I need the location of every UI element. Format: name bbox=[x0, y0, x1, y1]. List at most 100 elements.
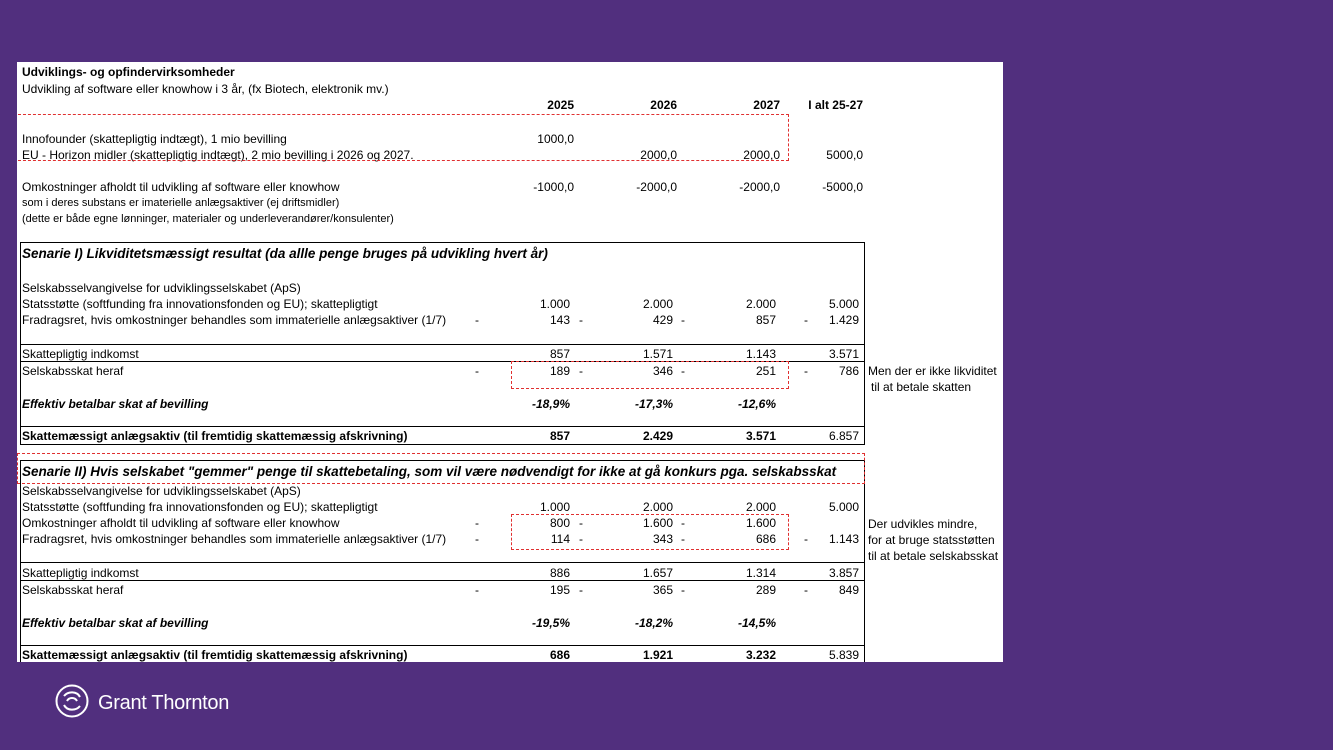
s1-support-label: Statsstøtte (softfunding fra innovations… bbox=[22, 297, 378, 311]
row-divider bbox=[20, 361, 865, 362]
costs-label: Omkostninger afholdt til udvikling af so… bbox=[22, 180, 340, 194]
s2-costs-highlight-box bbox=[511, 514, 789, 550]
brand-name: Grant Thornton bbox=[98, 691, 230, 714]
scenario1-border-left bbox=[20, 242, 21, 445]
year-header-total: I alt 25-27 bbox=[808, 98, 863, 112]
s2-costs-2027: 1.600 bbox=[745, 516, 776, 530]
s2-taxable-label: Skattepligtig indkomst bbox=[22, 566, 139, 580]
s2-title-highlight-box bbox=[17, 453, 865, 484]
eu-2026: 2000,0 bbox=[640, 148, 677, 162]
eu-2027: 2000,0 bbox=[743, 148, 780, 162]
s1-support-2025: 1.000 bbox=[539, 297, 570, 311]
dash-cell: - bbox=[804, 532, 808, 546]
s2-effective-2026: -18,2% bbox=[634, 616, 673, 630]
s2-support-label: Statsstøtte (softfunding fra innovations… bbox=[22, 500, 378, 514]
row-divider bbox=[20, 344, 865, 345]
grant-thornton-logo: Grant Thornton bbox=[55, 684, 230, 720]
s2-corptax-2027: 289 bbox=[755, 583, 776, 597]
s1-side-note-line1: Men der er ikke likviditet bbox=[868, 364, 997, 378]
s2-asset-total: 5.839 bbox=[828, 648, 859, 662]
s1-asset-total: 6.857 bbox=[828, 429, 859, 443]
year-header-2027: 2027 bbox=[753, 98, 780, 112]
spreadsheet-sheet: Udviklings- og opfindervirksomheder Udvi… bbox=[17, 62, 1003, 662]
s2-support-2026: 2.000 bbox=[642, 500, 673, 514]
costs-2026: -2000,0 bbox=[636, 180, 677, 194]
scenario1-border-top bbox=[20, 242, 865, 243]
dash-cell: - bbox=[681, 313, 685, 327]
dash-cell: - bbox=[579, 583, 583, 597]
s2-corptax-label: Selskabsskat heraf bbox=[22, 583, 124, 597]
s1-taxable-total: 3.571 bbox=[828, 347, 859, 361]
s1-corptax-label: Selskabsskat heraf bbox=[22, 364, 124, 378]
dash-cell: - bbox=[804, 364, 808, 378]
s1-deduction-2027: 857 bbox=[755, 313, 776, 327]
s1-deduction-label: Fradragsret, hvis omkostninger behandles… bbox=[22, 313, 447, 327]
s2-side-note-line3: til at betale selskabsskat bbox=[868, 549, 999, 563]
s2-side-note-line1: Der udvikles mindre, bbox=[868, 517, 978, 531]
s2-asset-2027: 3.232 bbox=[745, 648, 776, 662]
s2-asset-label: Skattemæssigt anlægsaktiv (til fremtidig… bbox=[22, 648, 408, 662]
s2-taxable-total: 3.857 bbox=[828, 566, 859, 580]
dash-cell: - bbox=[579, 364, 583, 378]
scenario2-border-top bbox=[20, 460, 865, 461]
costs-note-2: (dette er både egne lønninger, materiale… bbox=[22, 213, 394, 225]
s2-support-2025: 1.000 bbox=[539, 500, 570, 514]
dash-cell: - bbox=[579, 532, 583, 546]
scenario2-title: Senarie II) Hvis selskabet "gemmer" peng… bbox=[22, 464, 837, 479]
s1-asset-label: Skattemæssigt anlægsaktiv (til fremtidig… bbox=[22, 429, 408, 443]
s2-taxable-2027: 1.314 bbox=[745, 566, 776, 580]
costs-total: -5000,0 bbox=[822, 180, 863, 194]
row-divider bbox=[20, 645, 865, 646]
s2-deduction-2027: 686 bbox=[755, 532, 776, 546]
s2-support-2027: 2.000 bbox=[745, 500, 776, 514]
costs-note-1: som i deres substans er imaterielle anlæ… bbox=[22, 197, 340, 209]
costs-2027: -2000,0 bbox=[739, 180, 780, 194]
dash-cell: - bbox=[804, 313, 808, 327]
innofounder-2025: 1000,0 bbox=[537, 132, 574, 146]
s1-asset-2025: 857 bbox=[549, 429, 570, 443]
dash-cell: - bbox=[475, 532, 479, 546]
row-divider bbox=[20, 562, 865, 563]
s1-side-note-line2: til at betale skatten bbox=[871, 380, 972, 394]
s2-corptax-2025: 195 bbox=[549, 583, 570, 597]
s1-taxable-label: Skattepligtig indkomst bbox=[22, 347, 139, 361]
s1-deduction-2026: 429 bbox=[652, 313, 673, 327]
s2-effective-2025: -19,5% bbox=[531, 616, 570, 630]
row-divider bbox=[20, 426, 865, 427]
eu-label: EU - Horizon midler (skattepligtig indtæ… bbox=[22, 148, 414, 162]
s2-taxable-2026: 1.657 bbox=[642, 566, 673, 580]
row-divider bbox=[20, 580, 865, 581]
eu-total: 5000,0 bbox=[826, 148, 863, 162]
scenario1-subheading: Selskabsselvangivelse for udviklingssels… bbox=[22, 281, 301, 295]
dash-cell: - bbox=[681, 364, 685, 378]
s2-corptax-2026: 365 bbox=[652, 583, 673, 597]
s1-support-total: 5.000 bbox=[828, 297, 859, 311]
s2-deduction-label: Fradragsret, hvis omkostninger behandles… bbox=[22, 532, 447, 546]
s2-corptax-total: 849 bbox=[838, 583, 859, 597]
s1-tax-highlight-box bbox=[511, 361, 789, 389]
s2-asset-2025: 686 bbox=[549, 648, 570, 662]
dash-cell: - bbox=[475, 313, 479, 327]
s2-effective-label: Effektiv betalbar skat af bevilling bbox=[22, 616, 209, 630]
s1-taxable-2026: 1.571 bbox=[642, 347, 673, 361]
s1-corptax-2027: 251 bbox=[755, 364, 776, 378]
dash-cell: - bbox=[475, 516, 479, 530]
s2-taxable-2025: 886 bbox=[549, 566, 570, 580]
s2-deduction-2026: 343 bbox=[652, 532, 673, 546]
dash-cell: - bbox=[475, 364, 479, 378]
funding-highlight-box bbox=[17, 114, 789, 161]
dash-cell: - bbox=[475, 583, 479, 597]
s2-support-total: 5.000 bbox=[828, 500, 859, 514]
costs-2025: -1000,0 bbox=[533, 180, 574, 194]
dash-cell: - bbox=[681, 583, 685, 597]
s2-effective-2027: -14,5% bbox=[737, 616, 776, 630]
dash-cell: - bbox=[579, 313, 583, 327]
s1-deduction-total: 1.429 bbox=[828, 313, 859, 327]
innofounder-label: Innofounder (skattepligtig indtægt), 1 m… bbox=[22, 132, 287, 146]
s1-corptax-2026: 346 bbox=[652, 364, 673, 378]
s2-asset-2026: 1.921 bbox=[642, 648, 673, 662]
dash-cell: - bbox=[681, 516, 685, 530]
s1-effective-2025: -18,9% bbox=[531, 397, 570, 411]
s1-deduction-2025: 143 bbox=[549, 313, 570, 327]
s2-costs-2025: 800 bbox=[549, 516, 570, 530]
